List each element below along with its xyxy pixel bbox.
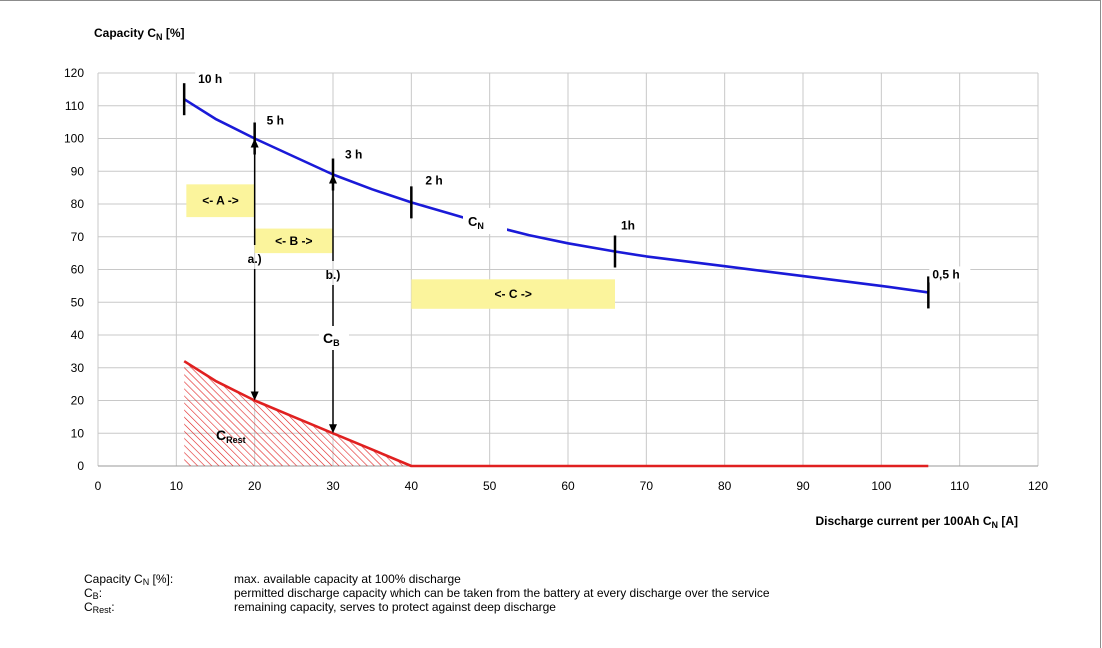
range-highlight bbox=[411, 279, 615, 309]
y-tick-label: 10 bbox=[71, 426, 85, 440]
cn-line bbox=[183, 98, 929, 294]
time-marker-label-background bbox=[342, 146, 369, 163]
y-tick-label: 50 bbox=[71, 295, 85, 309]
arrow-label: b.) bbox=[326, 268, 341, 282]
time-marker-label: 1h bbox=[621, 218, 635, 232]
cn-label: CN bbox=[468, 214, 484, 231]
y-tick-label: 70 bbox=[71, 230, 85, 244]
legend-term-tail: : bbox=[111, 600, 115, 614]
arrows: a.) b.) bbox=[248, 138, 341, 434]
range-label: <- A -> bbox=[202, 194, 238, 208]
cb-label: CB bbox=[323, 330, 340, 348]
legend-row: CRest: remaining capacity, serves to pro… bbox=[84, 600, 770, 615]
crest-label: CRest bbox=[216, 427, 246, 445]
x-tick-label: 0 bbox=[95, 479, 102, 493]
series-lines bbox=[183, 98, 929, 468]
x-tick-label: 10 bbox=[170, 479, 184, 493]
x-tick-label: 60 bbox=[561, 479, 575, 493]
legend-description: permitted discharge capacity which can b… bbox=[234, 586, 770, 600]
time-marker-label-background bbox=[263, 112, 291, 129]
x-tick-label: 120 bbox=[1028, 479, 1048, 493]
x-tick-label: 40 bbox=[405, 479, 419, 493]
legend-term-sub: Rest bbox=[92, 605, 112, 615]
legend-term-sub: N bbox=[142, 577, 150, 587]
range-highlight bbox=[254, 228, 333, 254]
chart-labels: Capacity CN [%] Discharge current per 100… bbox=[94, 26, 1018, 530]
y-tick-label: 0 bbox=[77, 459, 84, 473]
range-label: <- B -> bbox=[275, 234, 312, 248]
cn-label-background bbox=[463, 208, 507, 234]
x-tick-label: 50 bbox=[483, 479, 497, 493]
legend-term-sub: B bbox=[92, 591, 99, 601]
time-marker-label: 0,5 h bbox=[932, 267, 959, 281]
legend-term: C bbox=[84, 586, 93, 600]
y-tick-label: 80 bbox=[71, 197, 85, 211]
y-tick-label: 100 bbox=[64, 132, 84, 146]
time-marker-label-background bbox=[618, 217, 638, 234]
legend-row: Capacity CN [%]: max. available capacity… bbox=[84, 572, 770, 587]
arrowhead-up bbox=[250, 138, 259, 148]
crest-fill bbox=[184, 361, 412, 466]
range-highlights bbox=[186, 184, 615, 309]
arrow-label: a.) bbox=[248, 252, 262, 266]
y-axis-label: Capacity CN [%] bbox=[94, 26, 185, 42]
y-tick-label: 120 bbox=[64, 66, 84, 80]
arrowhead-up bbox=[329, 174, 337, 184]
x-tick-label: 20 bbox=[248, 479, 262, 493]
y-tick-label: 60 bbox=[71, 263, 85, 277]
legend-description: max. available capacity at 100% discharg… bbox=[234, 572, 461, 586]
time-marker-label: 10 h bbox=[198, 72, 222, 86]
crest-hatched-area bbox=[184, 361, 412, 466]
range-highlight bbox=[186, 184, 255, 218]
arrowhead-down bbox=[250, 391, 259, 401]
time-marker-label-background bbox=[422, 172, 450, 189]
x-tick-label: 110 bbox=[950, 479, 969, 493]
legend-row: CB: permitted discharge capacity which c… bbox=[84, 586, 770, 601]
x-tick-label: 100 bbox=[871, 479, 891, 493]
x-axis-label: Discharge current per 100Ah CN [A] bbox=[815, 514, 1018, 530]
range-label: <- C -> bbox=[494, 287, 531, 301]
y-tick-label: 30 bbox=[71, 361, 85, 375]
legend-description: remaining capacity, serves to protect ag… bbox=[234, 600, 556, 614]
crest-line bbox=[183, 360, 929, 468]
tick-labels: 0 10 20 30 40 50 60 70 80 90 100 110 120 0 10 20 30 40 50 6… bbox=[64, 66, 1048, 493]
time-marker-label-background bbox=[929, 266, 971, 283]
y-tick-label: 40 bbox=[71, 328, 85, 342]
legend-term: C bbox=[84, 600, 93, 614]
x-tick-label: 90 bbox=[796, 479, 810, 493]
time-marker-label: 5 h bbox=[267, 114, 284, 128]
legend-term-tail: : bbox=[98, 586, 103, 600]
y-tick-label: 20 bbox=[71, 394, 85, 408]
y-tick-label: 90 bbox=[71, 164, 85, 178]
arrowhead-down bbox=[329, 424, 337, 434]
time-markers: 10 h 5 h 3 h 2 h 1h 0,5 h bbox=[182, 71, 971, 309]
x-tick-label: 30 bbox=[326, 479, 340, 493]
y-tick-label: 110 bbox=[65, 99, 84, 113]
time-marker-label: 3 h bbox=[345, 148, 362, 162]
x-tick-label: 70 bbox=[640, 479, 654, 493]
legend: Capacity CN [%]: max. available capacity… bbox=[84, 572, 770, 615]
cb-label-background bbox=[319, 326, 349, 350]
x-tick-label: 80 bbox=[718, 479, 732, 493]
time-marker-label-background bbox=[195, 71, 230, 88]
time-marker-label: 2 h bbox=[425, 173, 442, 187]
legend-term-tail: [%]: bbox=[149, 572, 174, 586]
legend-term: Capacity C bbox=[84, 572, 143, 586]
